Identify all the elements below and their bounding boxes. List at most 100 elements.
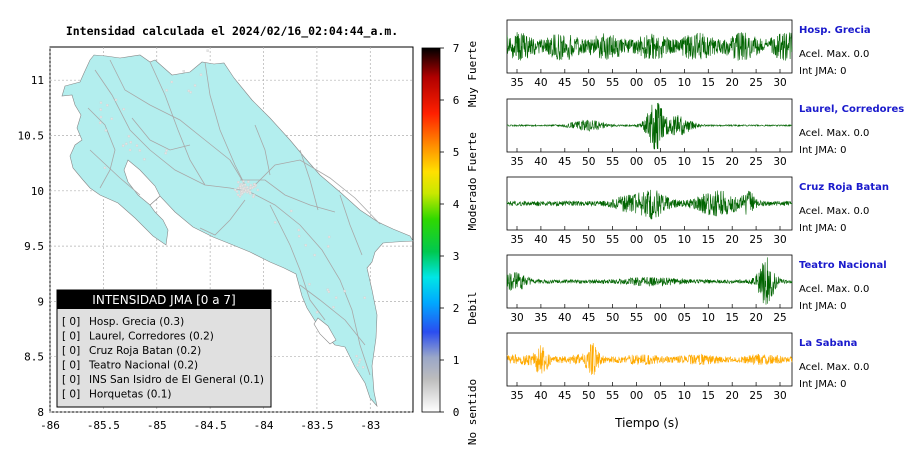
station-name: Cruz Roja Batan [799,182,889,193]
colorbar-tick-label: 6 [453,94,460,107]
waveform-tick-label: 50 [582,390,595,402]
legend-entry: [ 0] INS San Isidro de El General (0.1) [62,374,264,386]
waveform-tick-label: 35 [510,156,523,168]
town-marker [193,84,197,87]
waveform-tick-label: 55 [630,312,643,324]
town-marker [297,235,301,238]
map-y-tick-label: 8.5 [24,351,44,364]
town-marker [246,188,250,192]
town-marker [143,158,146,161]
station-jma-intensity: Int JMA: 0 [799,145,847,156]
waveform-tick-label: 25 [773,312,786,324]
waveform-tick-label: 25 [749,77,762,89]
waveform-tick-label: 00 [630,234,643,246]
town-marker [273,221,277,224]
waveform-tick-label: 55 [606,156,619,168]
waveform-tick-label: 15 [702,156,715,168]
town-marker [242,180,245,183]
legend-entry: [ 0] Hosp. Grecia (0.3) [62,316,184,328]
legend-entry-level: [ 0] [62,316,80,328]
waveform-tick-label: 20 [749,312,762,324]
station-jma-intensity: Int JMA: 0 [799,66,847,77]
legend-entry: [ 0] Laurel, Corredores (0.2) [62,331,214,343]
legend-entry-name: INS San Isidro de El General (0.1) [89,374,264,386]
town-marker [165,89,168,92]
waveform-tick-label: 05 [654,234,667,246]
town-marker [363,296,366,299]
golfo-dulce-water [313,317,337,345]
legend-title: INTENSIDAD JMA [0 a 7] [92,293,235,307]
town-marker [237,186,240,190]
waveform-tick-label: 35 [534,312,547,324]
town-marker [104,129,108,132]
waveform-tick-label: 10 [678,156,691,168]
town-marker [170,80,173,84]
waveform-tick-label: 00 [630,390,643,402]
map-y-tick-label: 11 [31,74,44,87]
waveform-trace [506,189,793,220]
station-jma-intensity: Int JMA: 0 [799,301,847,312]
legend-entry-name: Laurel, Corredores (0.2) [89,331,214,343]
waveform-tick-label: 05 [678,312,691,324]
legend-entry: [ 0] Horquetas (0.1) [62,389,171,401]
town-marker [236,193,240,197]
town-marker [327,235,331,239]
town-marker [164,152,167,155]
colorbar-category-label: Muy Fuerte [466,41,479,107]
town-marker [297,228,300,232]
town-marker [110,117,113,120]
waveform-trace [506,257,793,305]
waveform-tick-label: 10 [678,77,691,89]
town-marker [129,141,132,144]
town-marker [308,283,311,286]
town-marker [356,364,359,367]
waveform-tick-label: 25 [749,156,762,168]
map-x-tick-label: -83 [360,419,380,432]
town-marker [248,190,252,194]
waveform-panel: 35 40 45 50 55 00 05 10 15 20 25 30 Laurel, Corredor… [506,98,904,168]
intensity-map: INTENSIDAD JMA [0 a 7] [ 0] Hosp. Grecia … [18,46,414,432]
waveform-tick-label: 20 [725,390,738,402]
town-marker [189,91,192,94]
waveform-trace [506,342,793,375]
waveform-tick-label: 25 [749,234,762,246]
town-marker [235,190,239,193]
waveform-tick-label: 15 [702,390,715,402]
time-axis-label: Tiempo (s) [614,416,679,430]
town-marker [187,89,190,93]
town-marker [114,98,118,102]
intensity-colorbar: 0 1 2 3 4 5 6 7 No sentido Debil Moderado Fuerte Mu… [421,41,479,445]
town-marker [326,288,329,291]
town-marker [290,209,293,213]
town-marker [99,108,102,111]
colorbar-tick-label: 4 [453,198,460,211]
waveform-tick-label: 35 [510,77,523,89]
town-marker [246,186,249,189]
town-marker [103,166,107,169]
colorbar-tick-label: 2 [453,302,460,315]
waveform-tick-label: 20 [725,77,738,89]
waveform-tick-label: 05 [654,77,667,89]
legend-entry-level: [ 0] [62,331,80,343]
waveform-tick-label: 30 [773,77,786,89]
town-marker [343,289,346,293]
colorbar-category-label: Moderado [466,178,479,231]
town-marker [315,311,319,314]
waveform-tick-label: 30 [510,312,523,324]
town-marker [122,108,125,111]
legend-entry-level: [ 0] [62,374,80,386]
costa-rica-land [61,54,414,408]
town-marker [165,149,168,152]
town-marker [244,189,247,192]
station-jma-intensity: Int JMA: 0 [799,379,847,390]
colorbar-tick-label: 3 [453,250,460,263]
waveform-tick-label: 10 [702,312,715,324]
town-marker [244,183,247,186]
waveform-tick-label: 20 [725,156,738,168]
town-marker [304,244,307,247]
colorbar-tick-label: 7 [453,42,460,55]
legend-entry: [ 0] Cruz Roja Batan (0.2) [62,345,201,357]
town-marker [121,144,125,147]
waveform-panel: 35 40 45 50 55 00 05 10 15 20 25 30 Cruz Roja Batan A… [506,176,889,246]
town-marker [206,49,209,52]
